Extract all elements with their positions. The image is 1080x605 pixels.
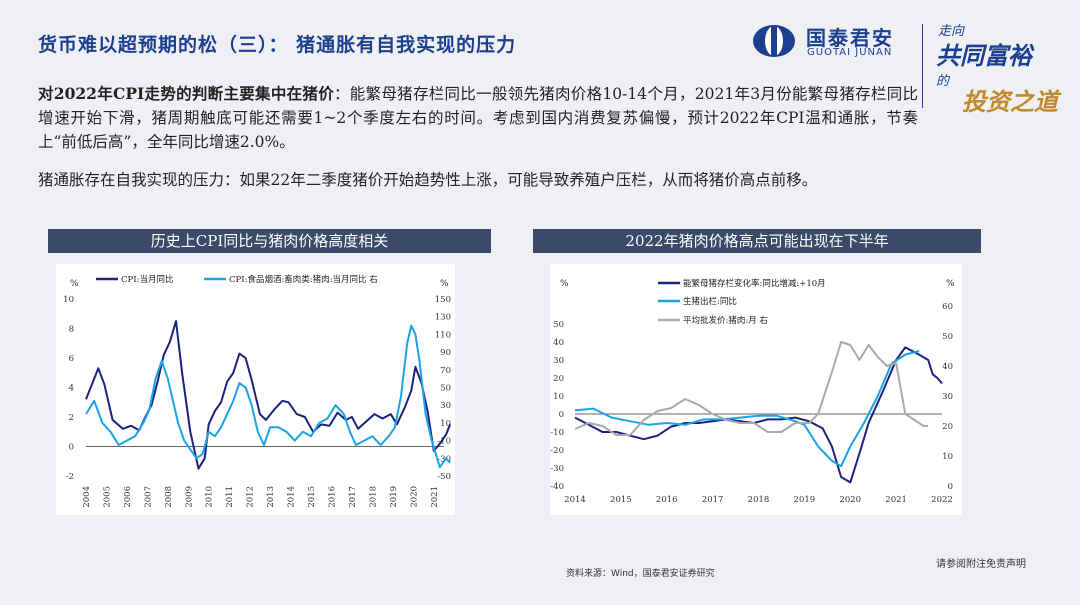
chart2-x-tick: 2016 xyxy=(656,495,678,505)
source-note: 资料来源：Wind，国泰君安证券研究 xyxy=(566,569,715,579)
chart1-x-tick: 2019 xyxy=(389,486,399,508)
chart-panel-cpi-pork: %% -2 0 2 4 6 8 10 -50 -30 -10 10 30 50 70 90 110 130 150 2… xyxy=(56,264,455,515)
chart2-left-tick: -40 xyxy=(550,482,564,492)
chart1-right-tick: 50 xyxy=(440,384,451,394)
paragraph-cpi-text: ：能繁母猪存栏同比一般领先猪肉价格10-14个月，2021年3月份能繁母猪存栏同… xyxy=(38,85,918,151)
chart2-right-tick: 10 xyxy=(942,452,953,462)
chart1-left-unit: % xyxy=(70,279,79,289)
chart1-right-tick: 90 xyxy=(440,348,451,358)
slogan-line-4: 投资之道 xyxy=(962,87,1058,116)
header-divider xyxy=(922,24,923,108)
chart2-x-tick: 2022 xyxy=(931,495,953,505)
chart1-x-tick: 2011 xyxy=(225,486,235,508)
section-title-right: 2022年猪肉价格高点可能出现在下半年 xyxy=(533,229,981,253)
slogan-line-2: 共同富裕 xyxy=(936,41,1032,70)
chart1-left-tick: 4 xyxy=(69,384,74,394)
chart1-x-tick: 2014 xyxy=(287,486,297,508)
slogan-line-1: 走向 xyxy=(938,24,965,39)
chart2-right-tick: 50 xyxy=(942,332,953,342)
chart1-right-unit: % xyxy=(440,279,449,289)
chart1-series-line-1 xyxy=(85,320,452,470)
chart1-x-tick: 2010 xyxy=(205,486,215,508)
chart1-x-tick: 2015 xyxy=(307,486,317,508)
chart2-series-line-2 xyxy=(574,350,920,468)
chart1-right-tick: 70 xyxy=(440,366,451,376)
chart1-x-tick: 2012 xyxy=(246,486,256,508)
guotai-junan-logo-icon xyxy=(753,25,795,57)
chart1-right-tick: -10 xyxy=(437,437,451,447)
chart2-right-tick: 0 xyxy=(948,482,953,492)
page-title: 货币难以超预期的松（三）： 猪通胀有自我实现的压力 xyxy=(38,34,517,56)
chart1-x-tick: 2005 xyxy=(102,486,112,508)
chart1-legend-label-2: CPI:食品烟酒:畜肉类:猪肉:当月同比 右 xyxy=(229,274,378,285)
chart2-left-unit: % xyxy=(560,279,569,289)
chart1-x-tick: 2021 xyxy=(430,486,440,508)
chart1-right-tick: -50 xyxy=(437,472,451,482)
chart2-left-tick: 40 xyxy=(553,338,564,348)
chart1-right-tick: 110 xyxy=(435,330,451,340)
chart2-left-tick: 0 xyxy=(559,410,564,420)
chart2-left-tick: -10 xyxy=(550,428,564,438)
logo-text-en: GUOTAI JUNAN xyxy=(807,47,893,58)
chart2-right-tick: 60 xyxy=(942,302,953,312)
chart1-left-tick: 2 xyxy=(69,413,74,423)
chart1-right-tick: 130 xyxy=(435,313,451,323)
paragraph-pig-inflation: 猪通胀存在自我实现的压力：如果22年二季度猪价开始趋势性上涨，可能导致养殖户压栏… xyxy=(38,171,818,189)
chart1-legend-label-1: CPI:当月同比 xyxy=(121,274,173,285)
chart1-x-tick: 2016 xyxy=(327,486,337,508)
chart1-x-tick: 2017 xyxy=(348,486,358,508)
chart1-x-tick: 2013 xyxy=(266,486,276,508)
chart-sow-inventory-vs-pork-price: % % -40 -30 -20 -10 0 10 20 30 40 50 0 10 20 30 40 50 60 20… xyxy=(550,278,955,505)
chart2-left-tick: -20 xyxy=(550,446,564,456)
chart2-x-tick: 2020 xyxy=(839,495,861,505)
paragraph-cpi-judgement: 对2022年CPI走势的判断主要集中在猪价：能繁母猪存栏同比一般领先猪肉价格10… xyxy=(38,82,918,154)
chart1-x-tick: 2006 xyxy=(123,486,133,508)
chart2-series-line-3 xyxy=(574,341,929,436)
section-title-left: 历史上CPI同比与猪肉价格高度相关 xyxy=(48,229,491,253)
logo-text-cn: 国泰君安 xyxy=(806,26,894,50)
chart2-left-tick: 10 xyxy=(553,392,564,402)
logo: 国泰君安 GUOTAI JUNAN xyxy=(752,22,912,62)
paragraph-cpi-bold: 对2022年CPI走势的判断主要集中在猪价 xyxy=(38,84,334,103)
chart2-x-tick: 2018 xyxy=(748,495,770,505)
chart2-left-tick: -30 xyxy=(550,464,564,474)
chart1-x-tick: 2007 xyxy=(143,486,153,508)
chart2-right-tick: 30 xyxy=(942,392,953,402)
chart2-x-tick: 2019 xyxy=(794,495,816,505)
chart2-legend-label-1: 能繁母猪存栏变化率:同比增减:+10月 xyxy=(683,278,826,289)
chart1-left-tick: 6 xyxy=(69,354,74,364)
chart2-right-tick: 20 xyxy=(942,422,953,432)
chart1-left-tick: -2 xyxy=(66,472,74,482)
chart2-right-tick: 40 xyxy=(942,362,953,372)
chart2-x-tick: 2014 xyxy=(564,495,586,505)
chart1-right-tick: 10 xyxy=(440,419,451,429)
chart1-right-tick: 150 xyxy=(435,295,451,305)
chart-panel-pig-price: %% -40 -30 -20 -10 0 10 20 30 40 50 0 10 20 30 40 50 60 20… xyxy=(550,264,962,515)
chart1-x-tick: 2018 xyxy=(368,486,378,508)
chart1-x-tick: 2020 xyxy=(409,486,419,508)
chart1-left-tick: 0 xyxy=(69,443,74,453)
chart2-legend-label-3: 平均批发价:猪肉:月 右 xyxy=(683,315,768,326)
chart2-left-tick: 30 xyxy=(553,356,564,366)
chart1-left-tick: 10 xyxy=(63,295,74,305)
chart1-x-tick: 2008 xyxy=(164,486,174,508)
chart2-x-tick: 2017 xyxy=(702,495,724,505)
disclaimer-note: 请参阅附注免责声明 xyxy=(936,559,1026,570)
chart2-series-line-1 xyxy=(574,346,943,484)
chart-cpi-vs-pork: % %-20246810-50-30-1010305070901101301502… xyxy=(63,274,452,508)
chart2-x-tick: 2015 xyxy=(610,495,632,505)
chart1-x-tick: 2009 xyxy=(184,486,194,508)
chart2-left-tick: 20 xyxy=(553,374,564,384)
chart1-left-tick: 8 xyxy=(69,325,74,335)
chart1-series-line-2 xyxy=(85,324,451,469)
slogan: 走向 共同富裕 的 投资之道 xyxy=(932,20,1062,116)
chart2-legend-label-2: 生猪出栏:同比 xyxy=(683,296,737,307)
chart2-x-tick: 2021 xyxy=(885,495,907,505)
chart1-x-tick: 2004 xyxy=(82,486,92,508)
chart2-right-unit: % xyxy=(946,279,955,289)
chart1-right-tick: 30 xyxy=(440,401,451,411)
chart2-left-tick: 50 xyxy=(553,320,564,330)
slogan-line-3: 的 xyxy=(936,74,950,89)
